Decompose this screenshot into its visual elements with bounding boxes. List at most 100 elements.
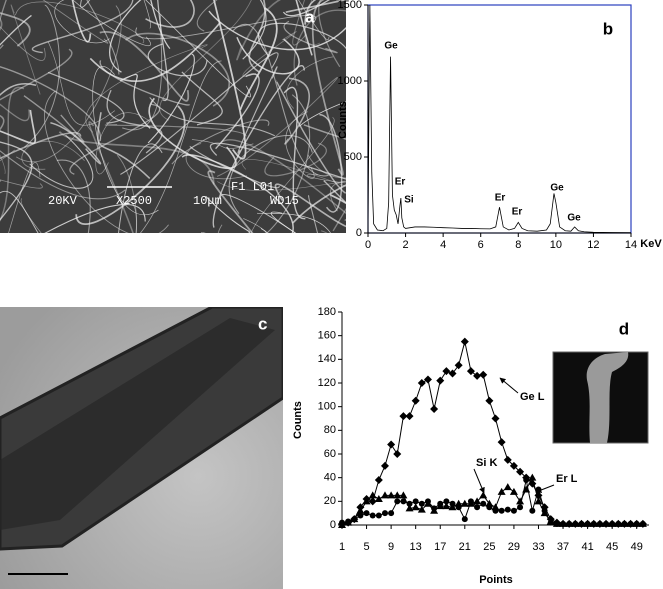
fiber <box>86 0 120 75</box>
inset-image <box>552 351 649 444</box>
marker <box>460 499 469 507</box>
marker <box>590 520 597 527</box>
fiber <box>29 134 94 189</box>
fiber <box>15 1 145 44</box>
fiber <box>200 231 205 233</box>
marker <box>448 369 457 378</box>
x-tick-label: 0 <box>365 239 371 251</box>
sem-image <box>0 0 346 233</box>
series-arrow <box>473 468 485 494</box>
y-tick-label: 1500 <box>338 0 362 11</box>
marker <box>369 512 376 519</box>
y-tick-label: 0 <box>330 519 336 531</box>
fiber <box>307 154 346 179</box>
marker <box>541 507 548 514</box>
fiber <box>306 174 346 184</box>
fiber <box>208 10 346 51</box>
marker <box>351 516 358 523</box>
marker <box>362 497 371 505</box>
fiber <box>0 26 46 61</box>
sem-text: WD15 <box>270 194 299 208</box>
fiber <box>275 80 346 194</box>
marker <box>466 367 475 376</box>
marker <box>491 414 500 423</box>
fiber <box>0 48 73 101</box>
fiber <box>125 32 231 107</box>
marker <box>473 497 482 505</box>
fiber <box>72 0 151 47</box>
fiber <box>0 86 25 222</box>
marker <box>363 510 370 517</box>
fiber <box>292 0 307 46</box>
marker <box>534 497 543 505</box>
fiber <box>157 0 169 101</box>
series-line <box>341 476 643 526</box>
fiber <box>282 0 331 16</box>
marker <box>393 450 402 458</box>
marker <box>399 412 408 421</box>
marker <box>609 520 616 527</box>
fiber <box>215 73 260 150</box>
series-line <box>341 479 643 525</box>
y-tick-label: 180 <box>318 306 336 318</box>
peak-label: Er <box>495 193 506 204</box>
marker <box>596 520 603 527</box>
peak-label: Ge <box>384 41 398 52</box>
fiber <box>88 121 134 233</box>
fiber <box>321 230 328 233</box>
x-tick-label: 4 <box>440 239 446 251</box>
panel-label: d <box>619 319 629 338</box>
marker <box>424 498 431 505</box>
fiber <box>15 5 122 163</box>
marker <box>443 498 450 505</box>
fiber <box>147 43 208 77</box>
x-tick-label: 2 <box>403 239 409 251</box>
marker <box>381 510 388 517</box>
fiber <box>80 0 91 8</box>
marker <box>449 500 456 507</box>
fiber <box>120 52 279 175</box>
x-tick-label: 10 <box>550 239 562 251</box>
fiber <box>205 195 251 233</box>
fiber <box>20 198 42 233</box>
marker <box>492 507 499 514</box>
marker <box>486 504 493 511</box>
fiber <box>75 105 186 225</box>
y-tick-label: 140 <box>318 353 336 365</box>
panel-label: b <box>603 19 613 38</box>
marker <box>497 438 506 447</box>
fiber <box>257 212 331 233</box>
fiber <box>236 36 300 75</box>
panel-label-box <box>610 316 638 344</box>
fiber <box>303 124 346 140</box>
x-tick-label: 21 <box>459 541 471 553</box>
fiber <box>95 112 151 175</box>
fiber <box>239 7 278 111</box>
fiber <box>284 77 310 145</box>
marker <box>423 375 432 384</box>
panel-label: c <box>258 314 267 333</box>
fiber <box>128 200 138 233</box>
marker <box>529 507 536 514</box>
fiber <box>0 82 37 97</box>
marker <box>406 500 413 507</box>
marker <box>627 520 634 527</box>
marker <box>356 506 365 514</box>
fiber <box>292 184 346 224</box>
fiber <box>0 12 31 47</box>
x-tick-label: 33 <box>532 541 544 553</box>
marker <box>387 440 396 449</box>
fiber <box>274 183 346 228</box>
fiber <box>213 0 247 160</box>
series-label: Ge L <box>520 391 545 403</box>
fiber <box>135 14 317 40</box>
fiber <box>243 218 267 233</box>
fiber <box>307 195 319 233</box>
fiber <box>97 112 151 180</box>
x-tick-label: 5 <box>363 541 369 553</box>
y-tick-label: 160 <box>318 330 336 342</box>
fiber <box>24 4 60 148</box>
fiber <box>0 66 101 142</box>
marker <box>503 455 512 464</box>
series-label: Er L <box>556 473 578 485</box>
